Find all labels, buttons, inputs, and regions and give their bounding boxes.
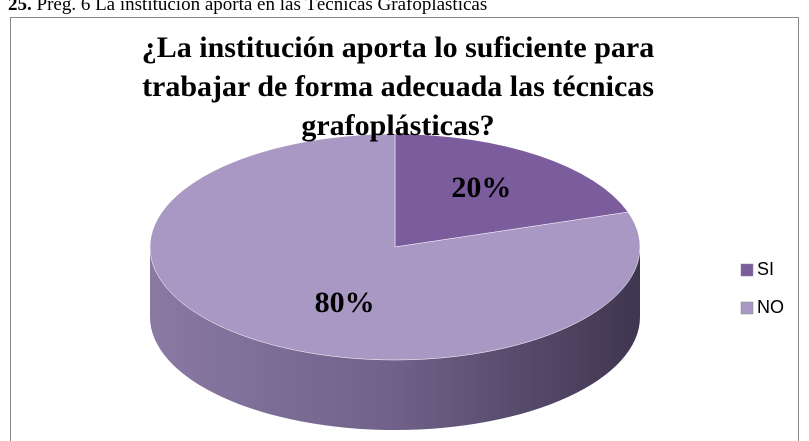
caption: 25. Preg. 6 La institución aporta en las… [8,0,487,15]
chart-title: grafoplásticas? [301,109,494,142]
caption-number: 25. [8,0,32,15]
pie-slice [149,133,641,361]
data-label: 20% [451,171,511,204]
chart-title: ¿La institución aporta lo suficiente par… [142,31,655,64]
caption-text: Preg. 6 La institución aporta en las Téc… [37,0,488,15]
data-label: 80% [315,286,375,319]
chart-frame [10,17,799,441]
legend-label: SI [757,259,774,279]
pie-side [150,247,640,430]
legend-swatch [740,263,754,277]
legend-swatch [740,301,754,315]
legend-label: NO [757,297,784,317]
chart-title: trabajar de forma adecuada las técnicas [142,70,654,103]
pie-slice [394,133,629,248]
